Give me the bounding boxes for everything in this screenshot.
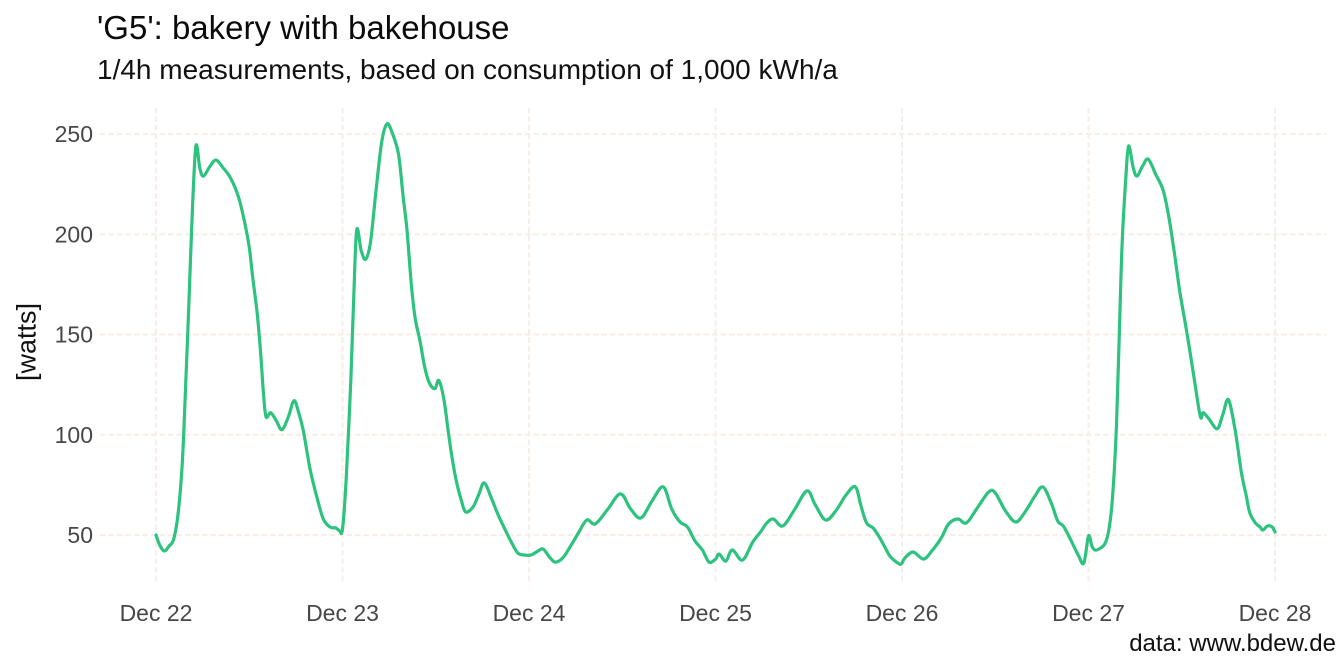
chart-subtitle: 1/4h measurements, based on consumption … bbox=[97, 54, 838, 85]
y-tick-label: 250 bbox=[55, 121, 93, 147]
x-tick-label: Dec 24 bbox=[493, 600, 566, 626]
x-tick-label: Dec 23 bbox=[306, 600, 379, 626]
x-tick-label: Dec 28 bbox=[1239, 600, 1312, 626]
chart-title: 'G5': bakery with bakehouse bbox=[97, 9, 510, 46]
x-tick-label: Dec 27 bbox=[1052, 600, 1125, 626]
y-tick-label: 200 bbox=[55, 221, 93, 247]
y-tick-label: 150 bbox=[55, 322, 93, 348]
caption: data: www.bdew.de bbox=[1129, 630, 1336, 657]
x-tick-label: Dec 26 bbox=[866, 600, 939, 626]
x-tick-label: Dec 22 bbox=[120, 600, 193, 626]
load-profile-line bbox=[154, 122, 1277, 566]
x-tick-label: Dec 25 bbox=[679, 600, 752, 626]
y-tick-label: 50 bbox=[67, 522, 93, 548]
y-tick-label: 100 bbox=[55, 422, 93, 448]
